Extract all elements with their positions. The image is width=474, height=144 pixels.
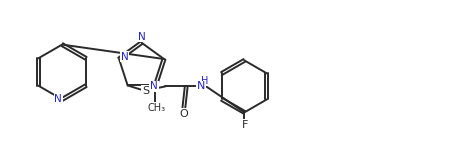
Text: H: H — [201, 76, 209, 86]
Text: O: O — [180, 109, 188, 119]
Text: F: F — [242, 120, 248, 130]
Text: N: N — [121, 52, 128, 62]
Text: N: N — [137, 32, 146, 42]
Text: N: N — [197, 81, 205, 91]
Text: CH₃: CH₃ — [147, 103, 165, 113]
Text: N: N — [150, 81, 158, 91]
Text: N: N — [55, 94, 62, 104]
Text: S: S — [142, 86, 149, 96]
